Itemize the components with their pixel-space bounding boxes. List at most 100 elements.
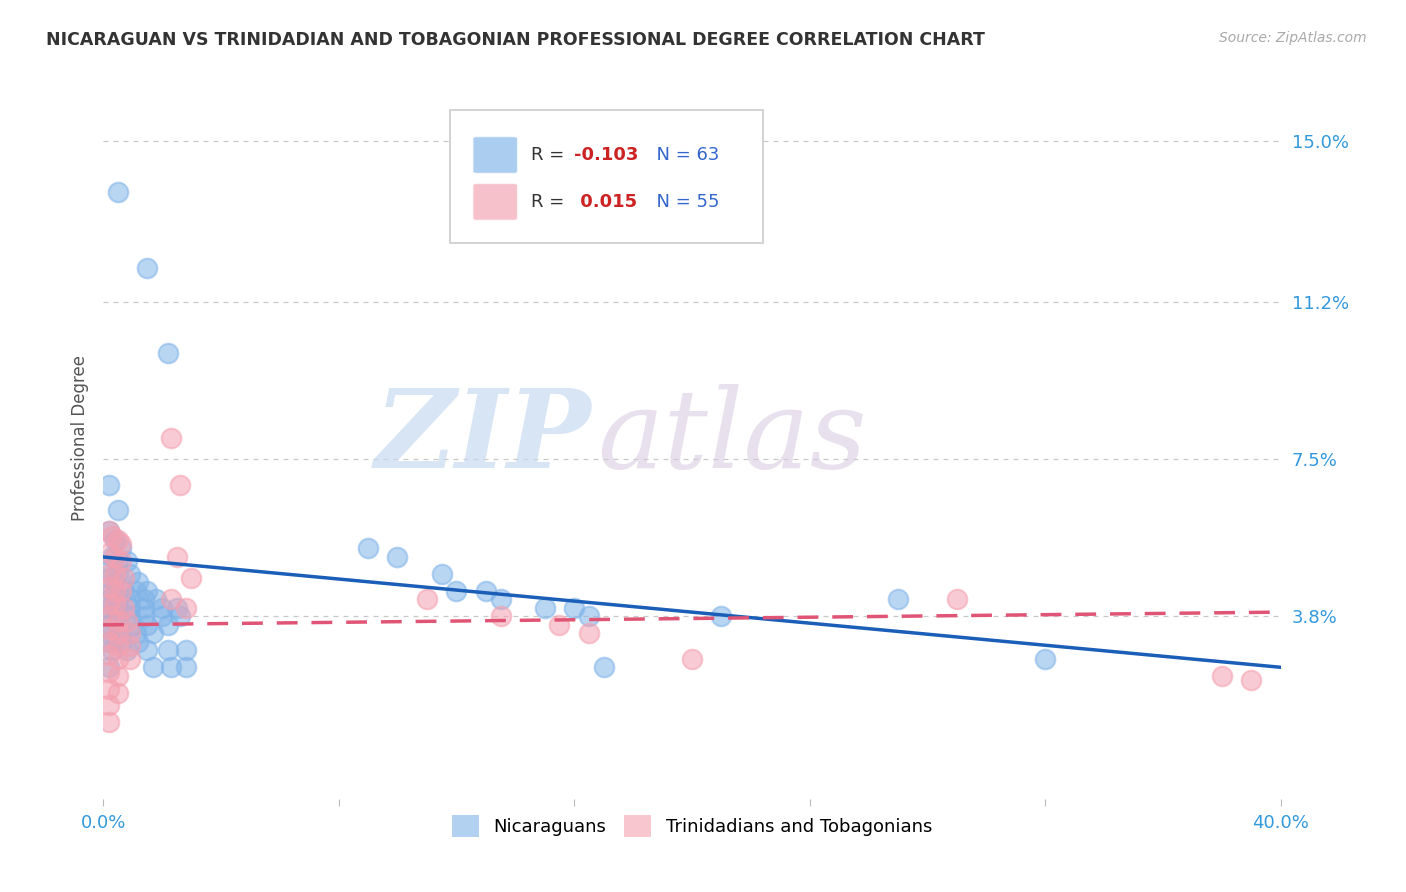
Point bbox=[127, 635, 149, 649]
Point bbox=[118, 600, 141, 615]
Point bbox=[110, 541, 132, 556]
Point bbox=[98, 478, 121, 492]
Point bbox=[169, 478, 191, 492]
Point bbox=[174, 600, 197, 615]
Point bbox=[107, 592, 129, 607]
Point bbox=[112, 571, 135, 585]
Point bbox=[387, 549, 409, 564]
Y-axis label: Professional Degree: Professional Degree bbox=[72, 355, 89, 521]
Point bbox=[169, 609, 191, 624]
Point bbox=[127, 575, 149, 590]
Point bbox=[533, 600, 555, 615]
Point bbox=[107, 533, 129, 547]
Point bbox=[104, 583, 127, 598]
Point bbox=[562, 600, 585, 615]
FancyBboxPatch shape bbox=[472, 136, 517, 173]
Point bbox=[150, 600, 173, 615]
Point bbox=[475, 583, 498, 598]
Point bbox=[98, 597, 121, 611]
Point bbox=[98, 600, 121, 615]
Point bbox=[98, 609, 121, 624]
Point bbox=[1211, 669, 1233, 683]
Point bbox=[112, 583, 135, 598]
Point bbox=[681, 652, 703, 666]
Point bbox=[592, 660, 614, 674]
Point bbox=[156, 618, 179, 632]
Point bbox=[118, 652, 141, 666]
Point bbox=[578, 626, 600, 640]
Text: -0.103: -0.103 bbox=[574, 145, 638, 163]
Point bbox=[98, 580, 121, 594]
Point bbox=[166, 549, 188, 564]
Point bbox=[104, 533, 127, 547]
Point bbox=[98, 660, 121, 674]
Text: Source: ZipAtlas.com: Source: ZipAtlas.com bbox=[1219, 31, 1367, 45]
Point bbox=[1033, 652, 1056, 666]
Point bbox=[101, 583, 124, 598]
Text: R =: R = bbox=[530, 145, 569, 163]
Point bbox=[446, 583, 468, 598]
Point bbox=[104, 566, 127, 581]
Point bbox=[136, 261, 159, 276]
Point bbox=[166, 600, 188, 615]
Point bbox=[104, 597, 127, 611]
Point bbox=[110, 583, 132, 598]
Point bbox=[136, 583, 159, 598]
Point bbox=[107, 639, 129, 653]
Point bbox=[115, 643, 138, 657]
Point bbox=[98, 648, 121, 662]
Point bbox=[1240, 673, 1263, 687]
Point bbox=[110, 635, 132, 649]
Point bbox=[115, 614, 138, 628]
Point bbox=[160, 431, 183, 445]
Point bbox=[98, 681, 121, 696]
Point bbox=[107, 609, 129, 624]
Point bbox=[112, 600, 135, 615]
Point bbox=[156, 346, 179, 360]
Point bbox=[98, 626, 121, 640]
Point bbox=[98, 618, 121, 632]
Point bbox=[107, 626, 129, 640]
Point bbox=[121, 618, 143, 632]
Point bbox=[416, 592, 439, 607]
Text: N = 63: N = 63 bbox=[645, 145, 718, 163]
Point bbox=[110, 626, 132, 640]
Point bbox=[98, 524, 121, 539]
Point bbox=[124, 626, 146, 640]
Point bbox=[118, 639, 141, 653]
Point bbox=[118, 626, 141, 640]
Point bbox=[357, 541, 380, 556]
Point bbox=[150, 609, 173, 624]
Point bbox=[101, 549, 124, 564]
Point bbox=[489, 609, 512, 624]
Point bbox=[107, 686, 129, 700]
Point bbox=[946, 592, 969, 607]
Text: ZIP: ZIP bbox=[375, 384, 592, 491]
Point bbox=[174, 660, 197, 674]
Point bbox=[98, 622, 121, 636]
Point bbox=[134, 592, 156, 607]
Point bbox=[98, 635, 121, 649]
Point bbox=[101, 643, 124, 657]
Text: 0.015: 0.015 bbox=[574, 193, 637, 211]
Point bbox=[160, 592, 183, 607]
Point bbox=[98, 665, 121, 679]
Text: N = 55: N = 55 bbox=[645, 193, 720, 211]
Point bbox=[118, 566, 141, 581]
Point bbox=[107, 652, 129, 666]
Point bbox=[98, 715, 121, 730]
Point bbox=[107, 566, 129, 581]
Point bbox=[118, 592, 141, 607]
Point bbox=[180, 571, 202, 585]
FancyBboxPatch shape bbox=[472, 184, 517, 220]
Point bbox=[578, 609, 600, 624]
Point bbox=[115, 554, 138, 568]
Text: NICARAGUAN VS TRINIDADIAN AND TOBAGONIAN PROFESSIONAL DEGREE CORRELATION CHART: NICARAGUAN VS TRINIDADIAN AND TOBAGONIAN… bbox=[46, 31, 986, 49]
Point bbox=[107, 618, 129, 632]
Point bbox=[124, 583, 146, 598]
Point bbox=[98, 609, 121, 624]
Point bbox=[104, 549, 127, 564]
Text: R =: R = bbox=[530, 193, 569, 211]
Point bbox=[887, 592, 910, 607]
Point bbox=[98, 592, 121, 607]
